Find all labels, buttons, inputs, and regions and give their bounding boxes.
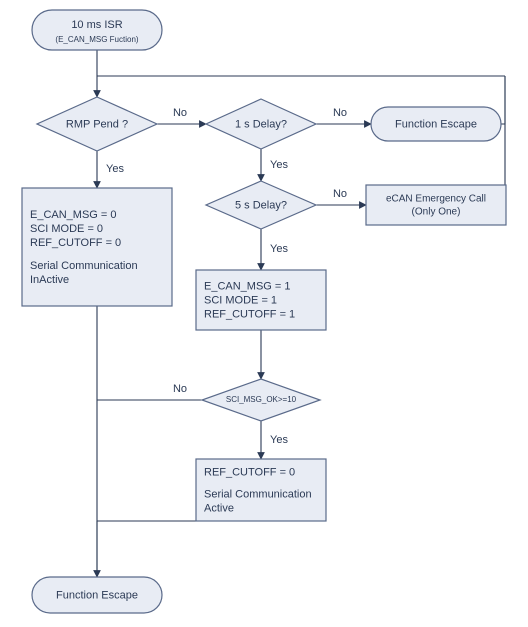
node-text: (Only One) bbox=[412, 207, 461, 218]
node-text: Function Escape bbox=[56, 590, 138, 602]
node-text: 5 s Delay? bbox=[235, 200, 287, 212]
node-set1: E_CAN_MSG = 1 SCI MODE = 1 REF_CUTOFF = 1 bbox=[196, 270, 326, 330]
node-active: REF_CUTOFF = 0 Serial Communication Active bbox=[196, 459, 326, 521]
node-fe_top: Function Escape bbox=[371, 107, 501, 141]
node-inactive: E_CAN_MSG = 0 SCI MODE = 0 REF_CUTOFF = 0 S… bbox=[22, 188, 172, 306]
node-text: SCI_MSG_OK>=10 bbox=[226, 395, 297, 404]
node-text: REF_CUTOFF = 0 bbox=[30, 237, 121, 249]
edge-label: No bbox=[333, 107, 347, 119]
edge bbox=[501, 76, 505, 124]
node-d5: 5 s Delay? bbox=[206, 181, 316, 229]
node-text: Serial Communication bbox=[204, 489, 312, 501]
node-text: SCI MODE = 1 bbox=[204, 295, 277, 307]
edge-label: Yes bbox=[270, 434, 288, 446]
node-text: E_CAN_MSG = 0 bbox=[30, 209, 117, 221]
node-text: Serial Communication bbox=[30, 260, 138, 272]
node-text: RMP Pend ? bbox=[66, 119, 128, 131]
node-fe_bot: Function Escape bbox=[32, 577, 162, 613]
node-text: eCAN Emergency Call bbox=[386, 194, 486, 205]
node-start: 10 ms ISR (E_CAN_MSG Fuction) bbox=[32, 10, 162, 50]
edge-label: No bbox=[173, 107, 187, 119]
node-text: SCI MODE = 0 bbox=[30, 223, 103, 235]
node-text: REF_CUTOFF = 1 bbox=[204, 309, 295, 321]
node-text: REF_CUTOFF = 0 bbox=[204, 467, 295, 479]
node-rmp: RMP Pend ? bbox=[37, 97, 157, 151]
node-text: 1 s Delay? bbox=[235, 119, 287, 131]
node-text: Function Escape bbox=[395, 119, 477, 131]
node-text: Active bbox=[204, 503, 234, 515]
edge-label: Yes bbox=[106, 163, 124, 175]
edge-label: No bbox=[333, 188, 347, 200]
node-text: 10 ms ISR bbox=[71, 19, 122, 31]
edge-label: Yes bbox=[270, 159, 288, 171]
node-sci: SCI_MSG_OK>=10 bbox=[202, 379, 320, 421]
edge-label: Yes bbox=[270, 243, 288, 255]
edge-label: No bbox=[173, 383, 187, 395]
node-ecan: eCAN Emergency Call (Only One) bbox=[366, 185, 506, 225]
node-text: InActive bbox=[30, 274, 69, 286]
node-text: E_CAN_MSG = 1 bbox=[204, 281, 291, 293]
node-text: (E_CAN_MSG Fuction) bbox=[55, 35, 138, 44]
node-d1: 1 s Delay? bbox=[206, 99, 316, 149]
